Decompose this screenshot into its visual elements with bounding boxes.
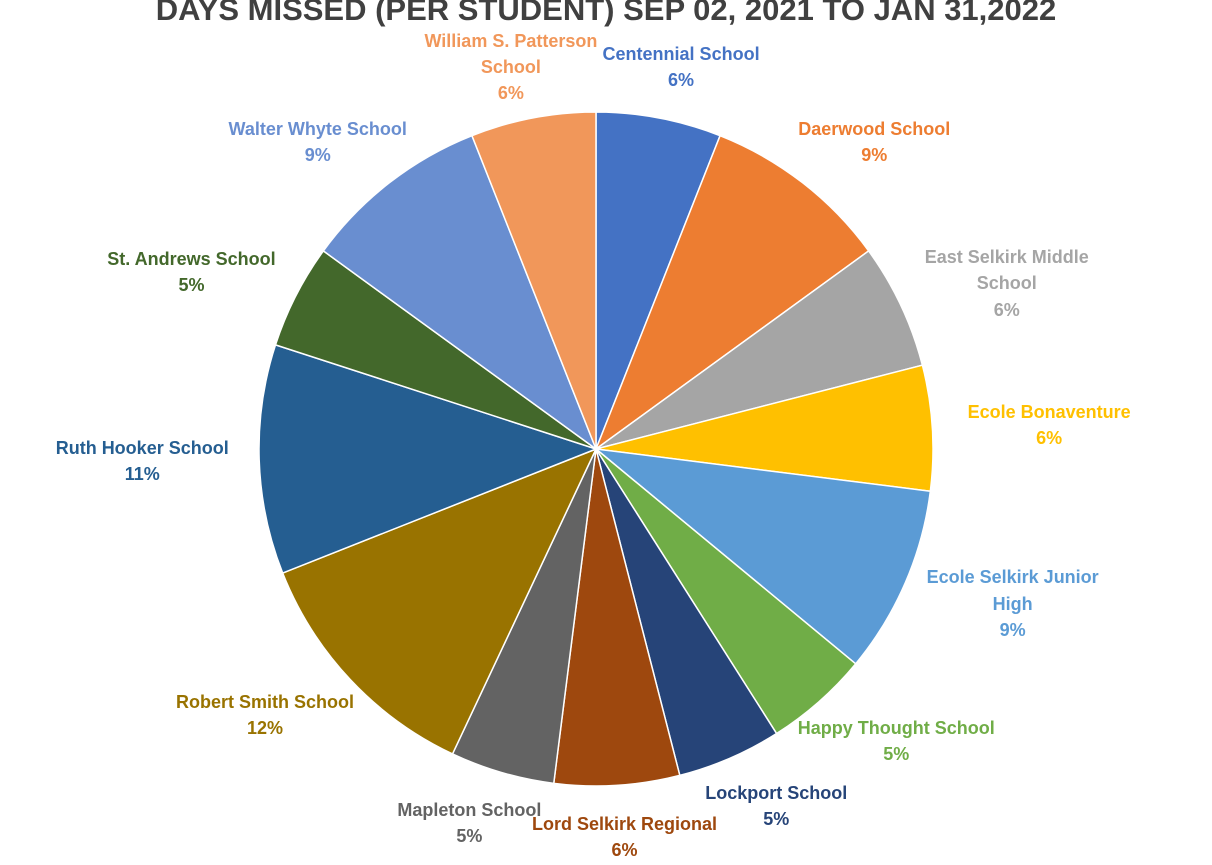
chart-title: DAYS MISSED (PER STUDENT) SEP 02, 2021 T… — [155, 0, 1057, 27]
slice-value: 6% — [668, 69, 695, 90]
slice-name: William S. Patterson School — [424, 30, 598, 77]
pie-slice — [594, 134, 870, 452]
slice-name: Ecole Bonaventure — [967, 401, 1131, 422]
slice-value: 9% — [999, 619, 1026, 640]
slice-name: East Selkirk Middle School — [924, 247, 1089, 294]
slice-value: 5% — [883, 743, 910, 764]
slice-name: Mapleton School — [397, 799, 542, 820]
pie-slice — [595, 111, 722, 450]
slice-name: Walter Whyte School — [228, 118, 407, 139]
slice-name: St. Andrews School — [107, 249, 276, 270]
slice-label: Happy Thought School 5% — [789, 715, 1004, 767]
pie-slice — [595, 364, 934, 493]
slice-label: Ruth Hooker School 11% — [35, 435, 250, 487]
pie-slice — [322, 134, 598, 452]
slice-value: 11% — [124, 464, 160, 485]
slice-name: Happy Thought School — [797, 717, 995, 738]
slice-name: Lord Selkirk Regional — [531, 814, 718, 835]
pie-slice — [595, 249, 924, 450]
pie-slice — [552, 448, 681, 787]
slice-name: Centennial School — [602, 43, 760, 64]
slice-label: St. Andrews School 5% — [84, 246, 299, 298]
pie-slice — [593, 447, 932, 665]
slice-label: Lord Selkirk Regional 6% — [517, 811, 732, 863]
pie-slice — [281, 447, 598, 755]
slice-value: 6% — [611, 840, 638, 861]
slice-value: 5% — [178, 275, 205, 296]
slice-name: Ecole Selkirk Junior High — [926, 567, 1099, 614]
pie-slice — [470, 111, 597, 450]
slice-value: 6% — [1036, 427, 1063, 448]
slice-name: Daerwood School — [798, 118, 951, 139]
slice-value: 9% — [304, 144, 331, 165]
slice-value: 6% — [497, 82, 524, 103]
slice-label: Daerwood School 9% — [767, 116, 982, 168]
slice-value: 12% — [247, 718, 284, 739]
slice-label: Lockport School 5% — [669, 780, 884, 832]
pie-slice — [258, 343, 599, 575]
slice-name: Lockport School — [705, 782, 848, 803]
slice-label: Ecole Bonaventure 6% — [942, 398, 1157, 450]
slice-label: Ecole Selkirk Junior High 9% — [905, 564, 1120, 642]
slice-label: Robert Smith School 12% — [158, 689, 373, 741]
slice-label: Walter Whyte School 9% — [210, 116, 425, 168]
slice-value: 9% — [861, 144, 888, 165]
slice-value: 5% — [763, 809, 790, 829]
slice-name: Ruth Hooker School — [55, 438, 229, 459]
slice-label: Centennial School 6% — [574, 41, 789, 93]
slice-value: 6% — [993, 299, 1020, 320]
slice-name: Robert Smith School — [176, 692, 355, 713]
slice-label: William S. Patterson School 6% — [403, 28, 618, 106]
slice-label: East Selkirk Middle School 6% — [899, 244, 1114, 322]
slice-value: 5% — [456, 825, 483, 846]
slice-label: Mapleton School 5% — [362, 796, 577, 848]
